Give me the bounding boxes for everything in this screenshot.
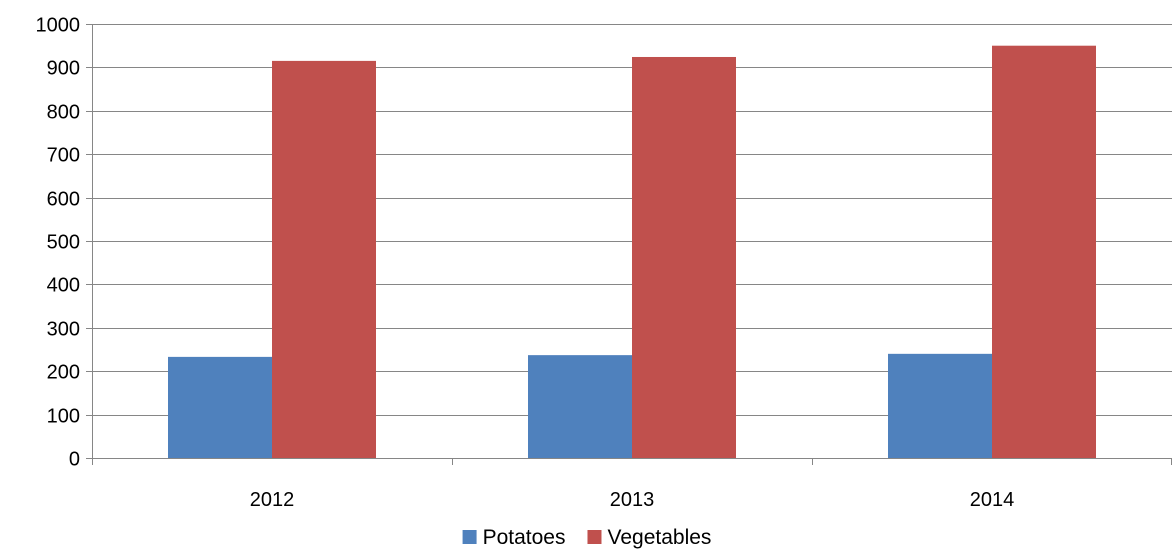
y-tick-label: 0 — [69, 449, 80, 471]
bar-vegetables-2014 — [992, 45, 1096, 458]
bar-potatoes-2013 — [528, 355, 632, 458]
y-tick-label: 1000 — [36, 15, 81, 37]
y-tick-label: 800 — [47, 102, 80, 124]
bar-potatoes-2014 — [888, 353, 992, 458]
axes — [86, 24, 1172, 465]
legend-item-vegetables: Vegetables — [587, 526, 711, 549]
bar-vegetables-2013 — [632, 56, 736, 458]
y-tick-label: 600 — [47, 189, 80, 211]
y-tick-label: 400 — [47, 275, 80, 297]
y-tick-label: 700 — [47, 145, 80, 167]
x-tick-labels: 2012 2013 2014 — [250, 489, 1015, 511]
legend-label: Potatoes — [483, 526, 566, 549]
bar-potatoes-2012 — [168, 356, 272, 458]
legend-label: Vegetables — [607, 526, 711, 549]
y-tick-label: 500 — [47, 232, 80, 254]
y-tick-label: 300 — [47, 319, 80, 341]
y-tick-label: 200 — [47, 362, 80, 384]
y-tick-labels: 0 100 200 300 400 500 600 700 800 900 1000 — [36, 15, 81, 471]
y-tick-label: 900 — [47, 58, 80, 80]
legend-swatch — [587, 530, 602, 544]
y-tick-label: 100 — [47, 406, 80, 428]
bar-vegetables-2012 — [272, 60, 376, 458]
x-tick-label: 2013 — [610, 489, 655, 511]
legend: Potatoes Vegetables — [462, 526, 711, 549]
legend-swatch — [462, 530, 477, 544]
x-tick-label: 2012 — [250, 489, 295, 511]
x-tick-label: 2014 — [970, 489, 1015, 511]
bars — [168, 45, 1096, 458]
legend-item-potatoes: Potatoes — [462, 526, 566, 549]
